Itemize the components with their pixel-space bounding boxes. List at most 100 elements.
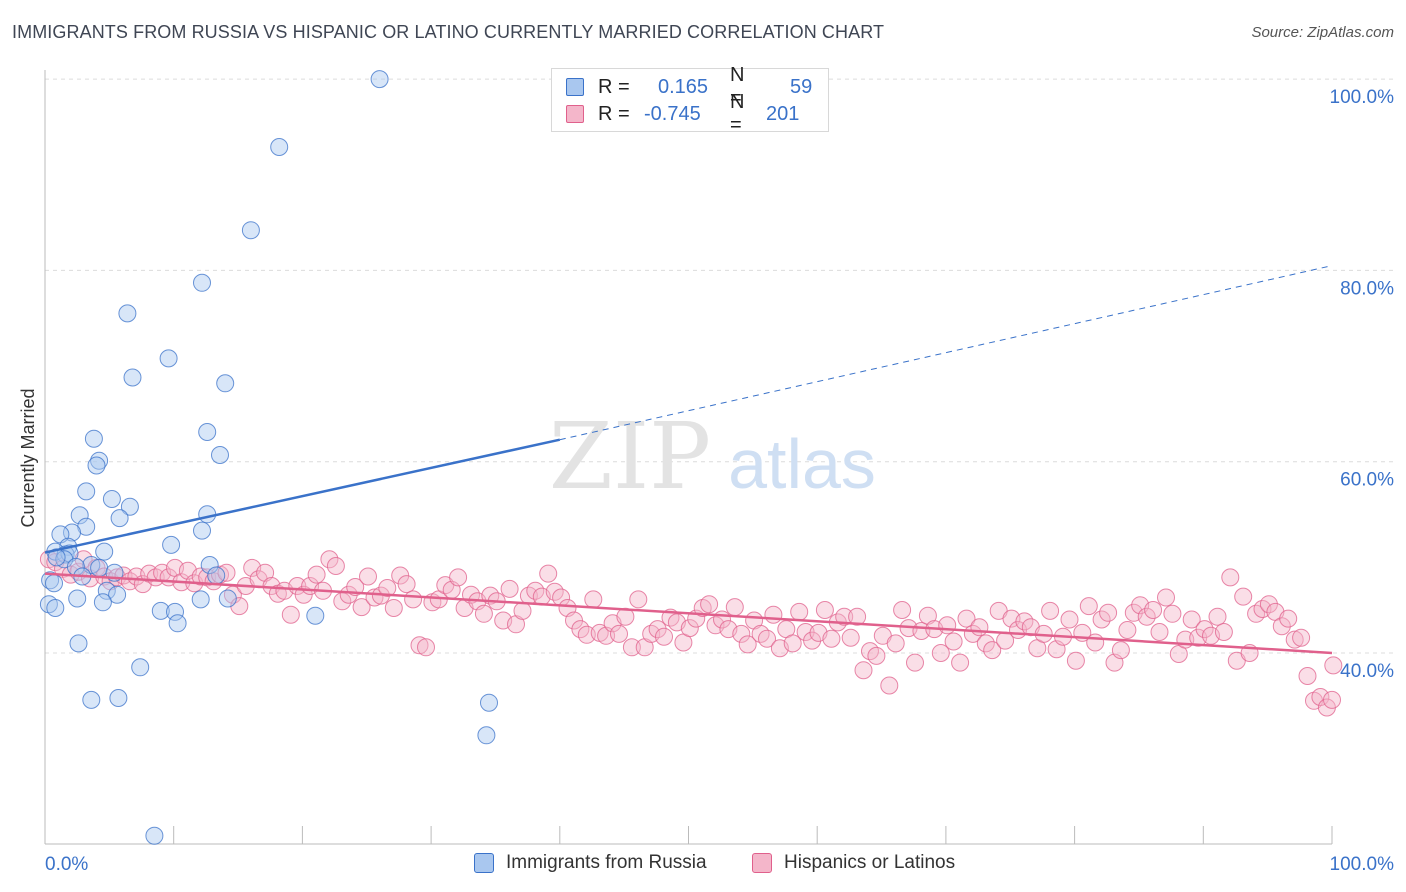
data-point [90, 451, 109, 470]
tick-labels: 40.0% 60.0% 80.0% 100.0% 0.0% 100.0% [45, 87, 1394, 875]
data-point [822, 629, 841, 648]
data-point [764, 605, 783, 624]
data-point [886, 634, 905, 653]
data-point [1234, 587, 1253, 606]
data-point [151, 601, 170, 620]
series-hispanics-points [39, 550, 1343, 717]
data-point [803, 631, 822, 650]
data-point [352, 598, 371, 617]
data-point [1092, 610, 1111, 629]
data-point [384, 599, 403, 617]
data-point [480, 693, 498, 712]
data-point [68, 589, 87, 608]
data-point [1157, 588, 1175, 607]
data-point [1292, 628, 1311, 647]
data-point [931, 644, 950, 662]
legend-swatch-blue [566, 78, 584, 96]
data-point [307, 565, 326, 584]
data-point [69, 634, 88, 653]
data-point [200, 556, 219, 574]
data-point [417, 638, 435, 657]
data-point [513, 601, 532, 620]
series-russia-points [39, 70, 498, 845]
legend-item-russia: Immigrants from Russia [474, 852, 707, 874]
data-point [848, 607, 867, 626]
data-point [622, 638, 641, 657]
data-point [162, 535, 181, 554]
data-point [1182, 610, 1201, 629]
legend-n-value: 59 [790, 75, 813, 98]
legend-r-value: 0.165 [658, 75, 709, 98]
data-point [256, 563, 275, 582]
data-point [77, 482, 96, 501]
data-point [738, 635, 757, 654]
data-point [93, 593, 112, 612]
watermark-atlas: atlas [728, 425, 876, 503]
data-point [906, 653, 924, 672]
data-point [193, 521, 211, 540]
data-point [815, 601, 834, 619]
legend-item-label: Hispanics or Latinos [784, 852, 956, 873]
data-point [198, 423, 217, 441]
data-point [404, 590, 423, 609]
data-point [168, 614, 187, 633]
data-point [957, 609, 976, 628]
legend-r-value: -0.745 [644, 102, 701, 125]
data-point [539, 564, 558, 583]
data-point [81, 569, 99, 588]
data-point [1066, 651, 1085, 670]
legend-r-label: R = [598, 102, 630, 125]
data-point [211, 446, 229, 464]
data-point [1279, 609, 1298, 628]
data-point [983, 641, 1002, 660]
data-point [320, 550, 339, 569]
data-point [758, 629, 776, 648]
data-point [95, 542, 114, 561]
chart-title: IMMIGRANTS FROM RUSSIA VS HISPANIC OR LA… [12, 22, 885, 42]
data-point [339, 585, 358, 604]
data-point [610, 624, 628, 643]
data-point [108, 585, 127, 604]
data-point [1323, 690, 1341, 709]
data-point [1285, 630, 1304, 649]
data-point [1272, 617, 1291, 636]
data-point [120, 497, 139, 516]
data-point [841, 628, 860, 647]
legend-row-hispanics: R = -0.745 N = 201 [566, 91, 799, 136]
data-point [90, 558, 109, 577]
legend-swatch-blue [474, 853, 494, 873]
data-point [1060, 610, 1079, 629]
trend-lines [44, 265, 1333, 655]
data-point [1079, 597, 1098, 616]
data-point [1247, 604, 1266, 623]
data-point [893, 601, 912, 619]
data-point [82, 690, 101, 709]
legend-item-label: Immigrants from Russia [506, 852, 707, 873]
data-point [281, 605, 300, 624]
data-point [1111, 641, 1130, 660]
data-point [867, 646, 886, 665]
data-point [306, 606, 325, 625]
data-point [790, 602, 809, 621]
data-point [191, 590, 210, 609]
data-point [159, 349, 178, 368]
data-point [63, 523, 81, 542]
data-point [97, 581, 116, 600]
data-point [1144, 601, 1163, 619]
data-point [270, 138, 289, 156]
data-point [131, 658, 150, 677]
axes [44, 70, 1333, 845]
data-point [1163, 604, 1182, 623]
series-legend: Immigrants from Russia Hispanics or Lati… [0, 852, 1406, 878]
y-tick-label: 80.0% [1340, 278, 1394, 299]
data-point [861, 642, 879, 661]
data-point [46, 599, 65, 617]
data-point [1041, 601, 1060, 620]
data-point [216, 374, 235, 393]
data-point [725, 598, 744, 617]
data-point [397, 575, 416, 594]
data-point [1311, 688, 1330, 706]
data-point [217, 563, 236, 582]
data-point [102, 490, 121, 508]
data-point [1259, 595, 1278, 614]
